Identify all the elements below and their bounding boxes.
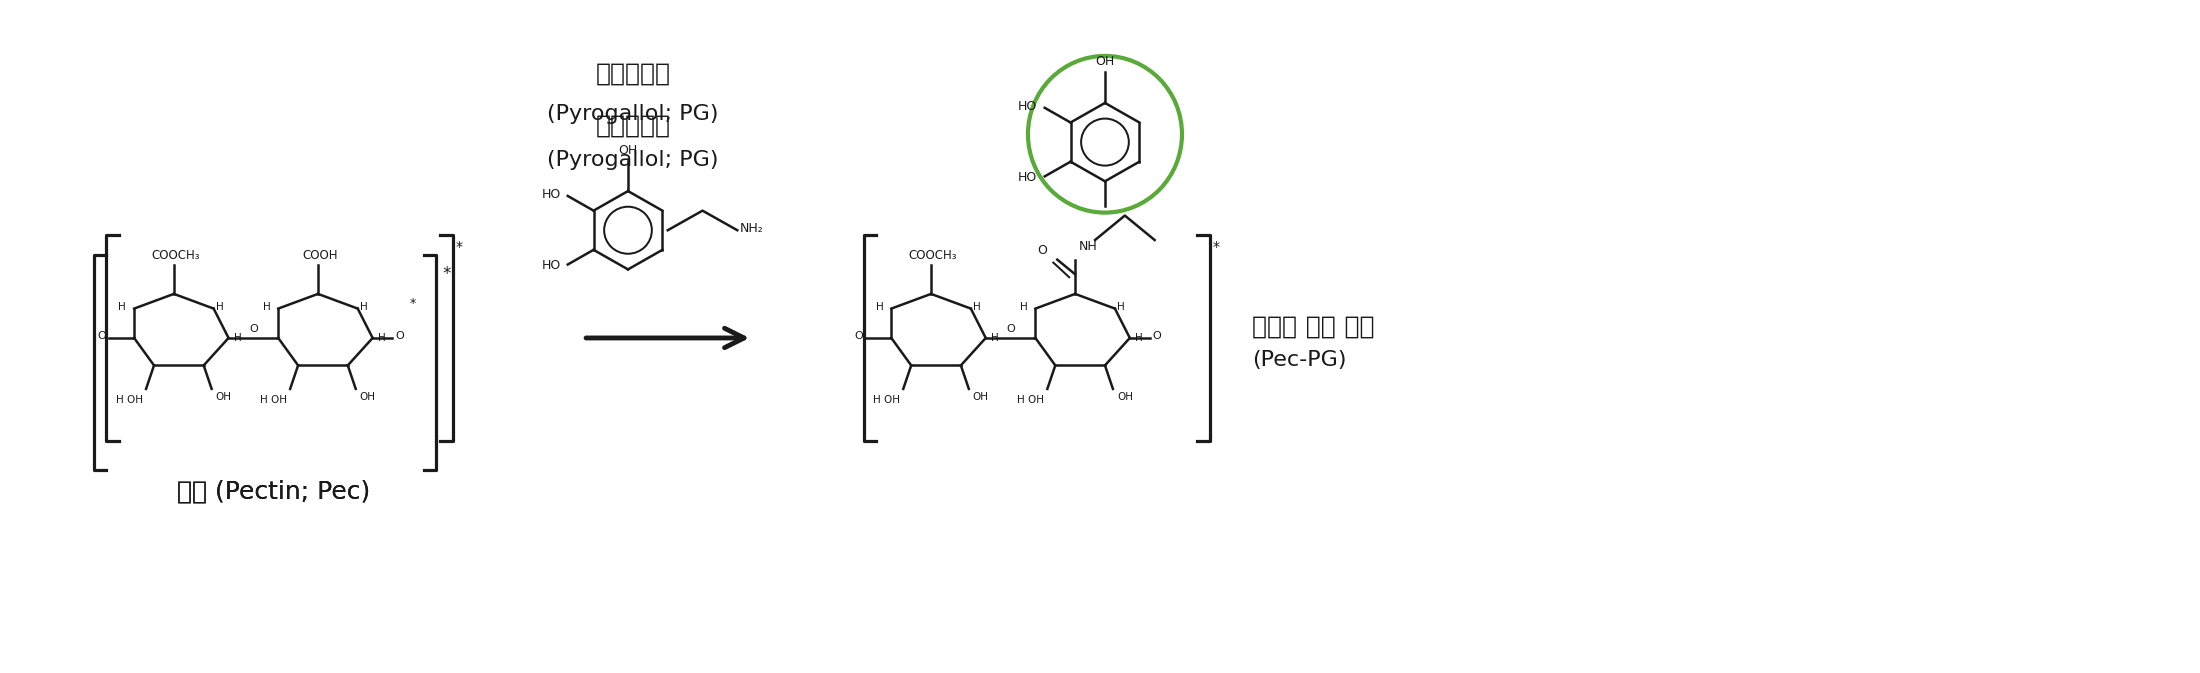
Text: O: O (396, 331, 405, 341)
Text: HO: HO (541, 259, 561, 272)
Text: OH: OH (216, 392, 231, 402)
Text: *: * (1212, 240, 1219, 254)
Text: (Pyrogallol; PG): (Pyrogallol; PG) (548, 104, 719, 125)
Text: O: O (1153, 331, 1162, 341)
Text: O: O (97, 331, 106, 341)
Text: H: H (972, 302, 981, 312)
Text: (Pyrogallol; PG): (Pyrogallol; PG) (548, 149, 719, 170)
Text: 파이로갈롤: 파이로갈롤 (596, 61, 671, 85)
Text: H OH: H OH (117, 395, 143, 404)
Text: 파이로갈롤: 파이로갈롤 (596, 113, 671, 137)
Text: H OH: H OH (873, 395, 900, 404)
Text: 펙틴 (Pectin; Pec): 펙틴 (Pectin; Pec) (176, 480, 370, 504)
Text: H: H (378, 333, 385, 343)
Text: H: H (1021, 302, 1027, 312)
Text: H OH: H OH (260, 395, 286, 404)
Text: *: * (409, 297, 416, 310)
Text: HO: HO (541, 188, 561, 201)
Text: OH: OH (618, 144, 638, 157)
Text: H: H (233, 333, 242, 343)
Text: OH: OH (361, 392, 376, 402)
Text: OH: OH (1096, 55, 1115, 68)
Text: *: * (442, 264, 451, 283)
Text: NH: NH (1080, 240, 1098, 253)
Text: H: H (1118, 302, 1124, 312)
Text: OH: OH (1118, 392, 1133, 402)
Text: OH: OH (972, 392, 988, 402)
Text: H: H (361, 302, 367, 312)
Text: 갈롤기 수식 펙틴: 갈롤기 수식 펙틴 (1252, 314, 1375, 339)
Text: H: H (876, 302, 884, 312)
Text: H: H (990, 333, 999, 343)
Text: O: O (1038, 244, 1047, 256)
Text: H: H (119, 302, 125, 312)
Text: HO: HO (1019, 100, 1036, 113)
Text: H: H (216, 302, 224, 312)
Text: HO: HO (1019, 172, 1036, 184)
Text: (Pec-PG): (Pec-PG) (1252, 349, 1346, 369)
Text: H: H (1135, 333, 1142, 343)
Text: O: O (1005, 324, 1014, 334)
Text: COOCH₃: COOCH₃ (909, 248, 957, 262)
Text: *: * (455, 240, 462, 254)
Text: 펙틴 (Pectin; Pec): 펙틴 (Pectin; Pec) (176, 480, 370, 504)
Text: NH₂: NH₂ (739, 222, 763, 235)
Text: O: O (856, 331, 865, 341)
Text: O: O (249, 324, 257, 334)
Text: H OH: H OH (1016, 395, 1045, 404)
Text: COOCH₃: COOCH₃ (152, 248, 200, 262)
Text: H: H (262, 302, 271, 312)
Text: COOH: COOH (301, 248, 339, 262)
